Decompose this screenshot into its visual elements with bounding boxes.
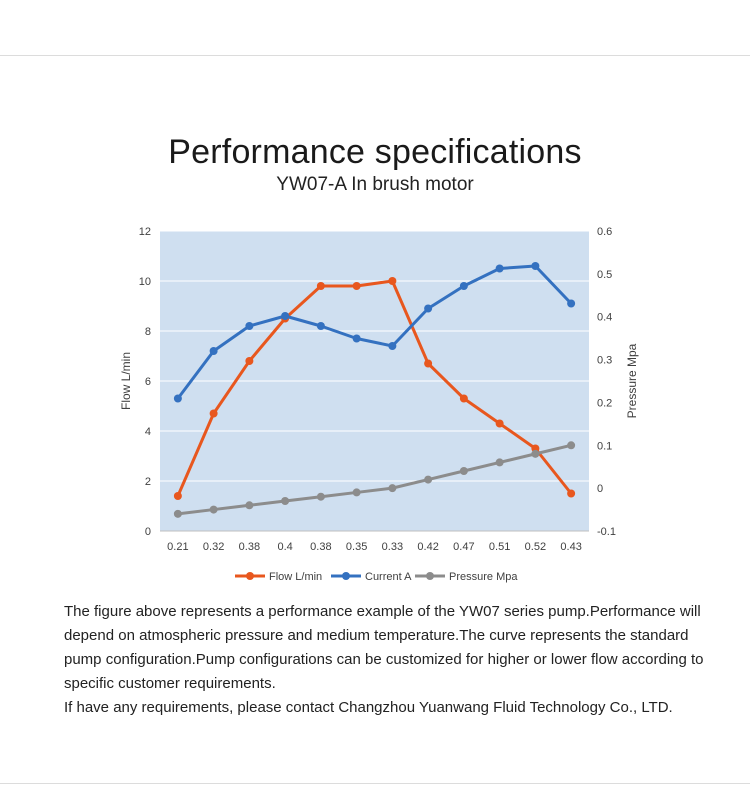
data-point-current-a bbox=[316, 322, 325, 330]
legend-marker-pressure-mpa bbox=[426, 572, 434, 580]
x-tick-label: 0.38 bbox=[310, 541, 331, 553]
data-point-flow-l-min bbox=[316, 282, 325, 290]
performance-chart: 0 2 4 6 8 10 12 -0.1 0 0.1 0.2 0.3 0.4 0.5 0.6 0.21 0.32… bbox=[119, 226, 639, 583]
top-divider bbox=[0, 55, 750, 56]
y2-axis-title: Pressure Mpa bbox=[625, 343, 639, 418]
y-tick-label: 0 bbox=[145, 526, 151, 538]
x-tick-label: 0.52 bbox=[525, 541, 546, 553]
x-tick-label: 0.21 bbox=[167, 541, 188, 553]
y2-tick-label: 0.6 bbox=[597, 226, 612, 238]
x-tick-label: 0.51 bbox=[489, 541, 510, 553]
data-point-pressure-mpa bbox=[459, 467, 468, 475]
y2-tick-label: 0.2 bbox=[597, 397, 612, 409]
x-tick-label: 0.4 bbox=[277, 541, 292, 553]
data-point-flow-l-min bbox=[459, 394, 468, 403]
data-point-current-a bbox=[281, 312, 290, 320]
series-line-flow-l-min bbox=[176, 279, 573, 497]
data-point-flow-l-min bbox=[495, 419, 504, 428]
data-point-pressure-mpa bbox=[209, 505, 218, 514]
data-point-pressure-mpa bbox=[424, 475, 433, 484]
data-point-pressure-mpa bbox=[388, 484, 397, 493]
series-line-pressure-mpa bbox=[177, 443, 572, 516]
chart-subtitle: YW07-A In brush motor bbox=[276, 174, 474, 195]
legend-label-pressure-mpa: Pressure Mpa bbox=[449, 571, 518, 583]
data-point-pressure-mpa bbox=[316, 492, 325, 501]
description-paragraph: The figure above represents a performanc… bbox=[64, 603, 704, 692]
data-point-pressure-mpa bbox=[245, 501, 254, 510]
y-tick-label: 12 bbox=[139, 226, 151, 238]
x-tick-label: 0.33 bbox=[382, 541, 403, 553]
data-point-current-a bbox=[495, 264, 504, 273]
y2-tick-label: 0.3 bbox=[597, 355, 612, 367]
data-point-flow-l-min bbox=[209, 409, 218, 418]
data-point-current-a bbox=[531, 262, 540, 270]
y-tick-label: 8 bbox=[145, 326, 151, 338]
data-point-flow-l-min bbox=[245, 357, 254, 365]
data-point-flow-l-min bbox=[424, 359, 433, 368]
data-point-flow-l-min bbox=[388, 277, 397, 285]
data-point-current-a bbox=[388, 342, 397, 350]
y-tick-label: 10 bbox=[139, 276, 151, 288]
data-point-current-a bbox=[424, 304, 433, 313]
data-point-current-a bbox=[245, 322, 254, 330]
y2-tick-label: 0.1 bbox=[597, 440, 612, 452]
legend-label-current-a: Current A bbox=[365, 571, 412, 583]
x-tick-label: 0.38 bbox=[239, 541, 260, 553]
contact-paragraph: If have any requirements, please contact… bbox=[64, 699, 673, 716]
data-point-pressure-mpa bbox=[352, 488, 361, 497]
page-title: Performance specifications bbox=[168, 132, 582, 171]
data-point-pressure-mpa bbox=[531, 449, 540, 458]
y-tick-label: 4 bbox=[145, 426, 151, 438]
x-tick-label: 0.35 bbox=[346, 541, 367, 553]
data-point-pressure-mpa bbox=[567, 441, 576, 450]
data-point-current-a bbox=[209, 347, 218, 355]
data-point-current-a bbox=[352, 334, 361, 343]
y2-tick-label: 0 bbox=[597, 483, 603, 495]
x-tick-label: 0.32 bbox=[203, 541, 224, 553]
y2-tick-label: -0.1 bbox=[597, 526, 616, 538]
y-tick-label: 2 bbox=[145, 476, 151, 488]
data-point-flow-l-min bbox=[567, 489, 576, 498]
data-point-current-a bbox=[173, 394, 182, 403]
description: The figure above represents a performanc… bbox=[64, 600, 704, 720]
bottom-divider bbox=[0, 783, 750, 784]
data-point-flow-l-min bbox=[352, 282, 361, 290]
legend-marker-current-a bbox=[342, 572, 350, 580]
y2-tick-label: 0.5 bbox=[597, 269, 612, 281]
series-line-current-a bbox=[176, 264, 573, 400]
x-tick-label: 0.42 bbox=[417, 541, 438, 553]
y2-tick-label: 0.4 bbox=[597, 312, 612, 324]
data-point-pressure-mpa bbox=[495, 458, 504, 467]
legend-marker-flow-l-min bbox=[246, 572, 254, 580]
x-tick-label: 0.43 bbox=[560, 541, 581, 553]
y-axis-title: Flow L/min bbox=[119, 352, 133, 410]
data-point-pressure-mpa bbox=[281, 497, 290, 505]
data-point-current-a bbox=[567, 299, 576, 308]
y-tick-label: 6 bbox=[145, 376, 151, 388]
x-tick-label: 0.47 bbox=[453, 541, 474, 553]
legend-label-flow-l-min: Flow L/min bbox=[269, 571, 322, 583]
data-point-current-a bbox=[459, 282, 468, 290]
data-point-flow-l-min bbox=[173, 492, 182, 500]
data-point-pressure-mpa bbox=[173, 509, 182, 518]
